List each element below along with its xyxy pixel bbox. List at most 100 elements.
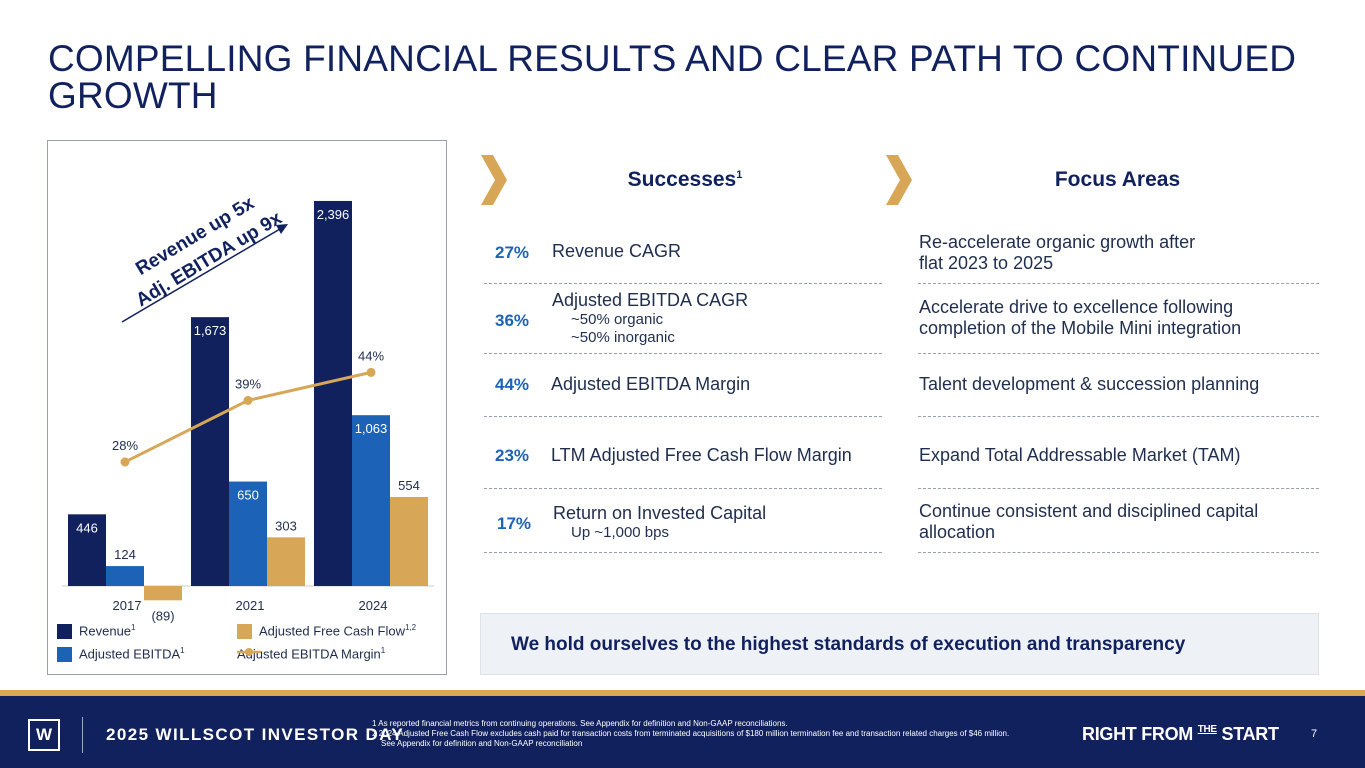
x-tick-label: 2021 [236,598,265,613]
success-sub: Up ~1,000 bps [571,524,669,541]
legend-swatch [57,624,72,640]
margin-point [120,457,130,467]
focus-item: Accelerate drive to excellence following… [919,297,1319,339]
legend-afcf: Adjusted Free Cash Flow1,2 [237,623,417,640]
x-tick-label: 2024 [359,598,388,613]
annotation-arrow-shaft [121,228,281,323]
bar-value-label: 446 [76,520,98,535]
page-title: COMPELLING FINANCIAL RESULTS AND CLEAR P… [48,38,1297,116]
focus-line: Continue consistent and disciplined capi… [919,501,1259,521]
bar-revenue-2024 [314,200,352,586]
bar-adjusted-free-cash-flow-2021 [267,537,305,586]
legend-sup: 1 [131,623,136,632]
bar-adjusted-ebitda-2021 [229,481,267,586]
margin-point [243,395,253,405]
legend-label: Adjusted Free Cash Flow [259,623,405,639]
legend-label: Adjusted EBITDA Margin [237,646,381,662]
focus-heading: Focus Areas [1054,168,1181,191]
successes-heading: Successes1 [560,168,810,192]
focus-line: Expand Total Addressable Market (TAM) [919,445,1241,465]
willscot-logo: W [28,719,60,751]
footnote-2-cont: See Appendix for definition and Non-GAAP… [381,739,583,748]
success-pct: 44% [495,375,530,394]
focus-item: Continue consistent and disciplined capi… [919,501,1319,543]
success-pct: 27% [495,243,530,262]
success-sub: ~50% organic [571,311,664,328]
successes-heading-text: Successes [627,168,737,191]
legend-ebitda: Adjusted EBITDA1 [57,646,185,663]
success-label: LTM Adjusted Free Cash Flow Margin [551,445,852,465]
x-tick-label: 2017 [113,598,142,613]
arrow-head-icon [276,224,288,234]
row-divider [484,416,882,417]
legend-label: Adjusted EBITDA [79,646,181,662]
success-pct: 17% [497,514,532,533]
margin-point [366,367,376,377]
row-divider [484,353,882,354]
focus-line: Re-accelerate organic growth after [919,232,1196,252]
row-divider [918,283,1319,284]
footnote-1: 1 As reported financial metrics from con… [372,719,788,728]
footer [0,696,1365,768]
legend-revenue: Revenue1 [57,623,136,640]
bar-value-label: 124 [114,547,136,562]
bar-revenue-2021 [191,317,229,586]
bar-value-label: 554 [398,478,420,493]
footnote-2: 2 2024 Adjusted Free Cash Flow excludes … [372,729,1010,738]
success-label: Revenue CAGR [552,241,682,261]
bar-value-label: 1,673 [194,323,227,338]
row-divider [484,488,882,489]
legend-sup: 1,2 [404,623,417,632]
focus-line: Accelerate drive to excellence following [919,297,1234,317]
focus-line: allocation [919,522,996,542]
success-label: Adjusted EBITDA Margin [551,374,751,394]
row-divider [484,552,882,553]
bar-value-label: 2,396 [317,207,350,222]
success-label: Adjusted EBITDA CAGR [552,290,749,310]
success-label: Return on Invested Capital [553,503,767,523]
bar-value-label: 1,063 [355,421,388,436]
chevron-right-icon [886,155,912,205]
legend-margin: Adjusted EBITDA Margin1 [237,646,385,661]
focus-line: completion of the Mobile Mini integratio… [919,318,1242,338]
focus-item: Talent development & succession planning [919,374,1319,395]
commitment-banner: We hold ourselves to the highest standar… [480,613,1319,675]
bar-value-label: (89) [151,608,174,623]
logo-letter: W [35,725,53,744]
bar-revenue-2017 [68,514,106,586]
row-divider [918,552,1319,553]
success-pct: 23% [495,446,530,465]
row-divider [918,416,1319,417]
bar-adjusted-ebitda-2024 [352,415,390,586]
success-pct: 36% [495,311,530,330]
footer-accent-bar [0,690,1365,696]
bar-value-label: 303 [275,518,297,533]
focus-line: Talent development & succession planning [919,374,1260,394]
tagline-the: THE [1197,724,1217,735]
focus-item: Re-accelerate organic growth after flat 2… [919,232,1319,274]
footer-divider [82,717,83,753]
focus-item: Expand Total Addressable Market (TAM) [919,445,1319,466]
legend-line-swatch [237,648,261,656]
tagline-part: RIGHT FROM [1082,724,1198,744]
bar-adjusted-free-cash-flow-2017 [144,586,182,601]
bar-value-label: 650 [237,488,259,503]
footnotes: 1 As reported financial metrics from con… [372,719,1082,749]
margin-label: 44% [358,348,384,363]
margin-label: 39% [235,376,261,391]
bar-adjusted-free-cash-flow-2024 [390,496,428,586]
bar-adjusted-ebitda-2017 [106,566,144,586]
event-name: 2025 WILLSCOT INVESTOR DAY [106,725,405,744]
financial-chart: 446 1,673 2,396 124 650 1,063 (89) 303 554 2017 20… [47,140,447,675]
tagline-part: START [1216,724,1279,744]
legend-sup: 1 [380,646,386,655]
successes-heading-sup: 1 [736,169,743,181]
row-divider [484,283,882,284]
legend-swatch [237,624,252,640]
legend-label: Revenue [79,623,132,639]
chevron-right-icon [481,155,507,205]
tagline: RIGHT FROM THE START [1082,724,1279,745]
margin-label: 28% [112,438,138,453]
success-sub: ~50% inorganic [571,329,675,346]
